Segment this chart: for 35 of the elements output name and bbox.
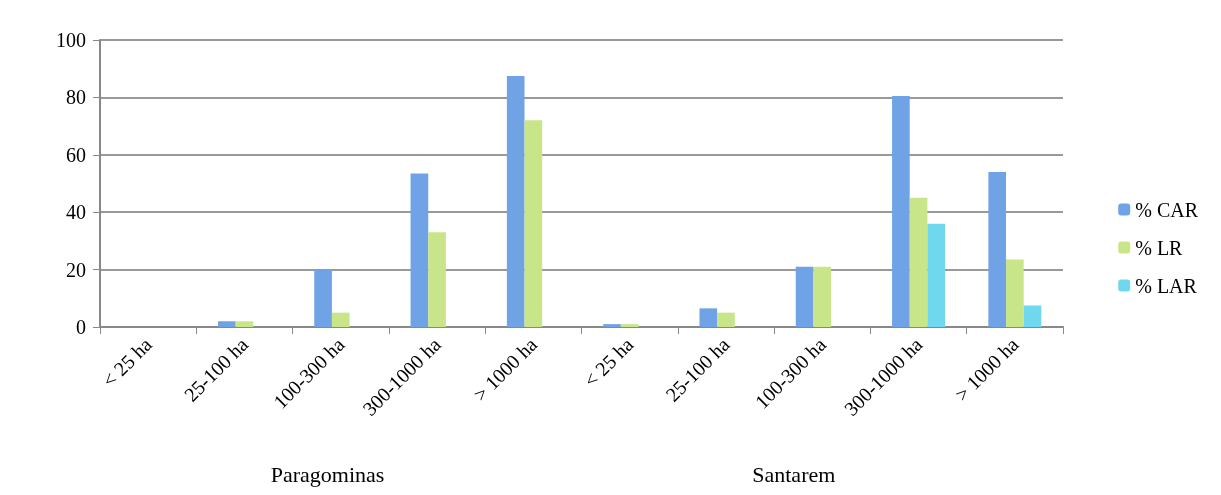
y-tick-label: 60: [66, 143, 86, 166]
text: Santarem: [752, 461, 836, 487]
bar: [410, 173, 429, 327]
legend-label: % CAR: [1135, 198, 1199, 221]
bar: [620, 324, 639, 327]
y-tick-label: 80: [66, 86, 86, 109]
bar: [717, 312, 735, 327]
bar: [506, 75, 525, 327]
bar: [699, 308, 718, 327]
bar: [813, 266, 832, 327]
x-tick-label: < 25 ha: [97, 333, 157, 392]
bar: [331, 312, 350, 327]
bar: [235, 321, 254, 327]
bar: [1023, 305, 1042, 327]
bar: [428, 232, 446, 327]
bar: [314, 269, 332, 327]
bar: [524, 120, 543, 327]
x-tick-label: > 1000 ha: [468, 333, 542, 406]
x-tick-label: > 1000 ha: [950, 333, 1023, 406]
x-tick-label: < 25 ha: [579, 333, 638, 392]
legend-label: % LR: [1135, 236, 1184, 259]
bar: [988, 172, 1007, 327]
bar: [217, 321, 236, 327]
bar: [795, 266, 814, 327]
bar: [603, 324, 621, 327]
bar: [909, 197, 928, 327]
y-tick-label: 0: [76, 316, 86, 338]
bar: [1006, 259, 1024, 327]
y-tick-label: 20: [66, 258, 86, 281]
legend-label: % LAR: [1135, 274, 1198, 297]
y-tick-label: 40: [66, 201, 86, 224]
y-tick-label: 100: [56, 29, 86, 51]
text: Paragominas: [270, 461, 385, 487]
bar: [927, 223, 946, 327]
bar: [892, 95, 910, 327]
